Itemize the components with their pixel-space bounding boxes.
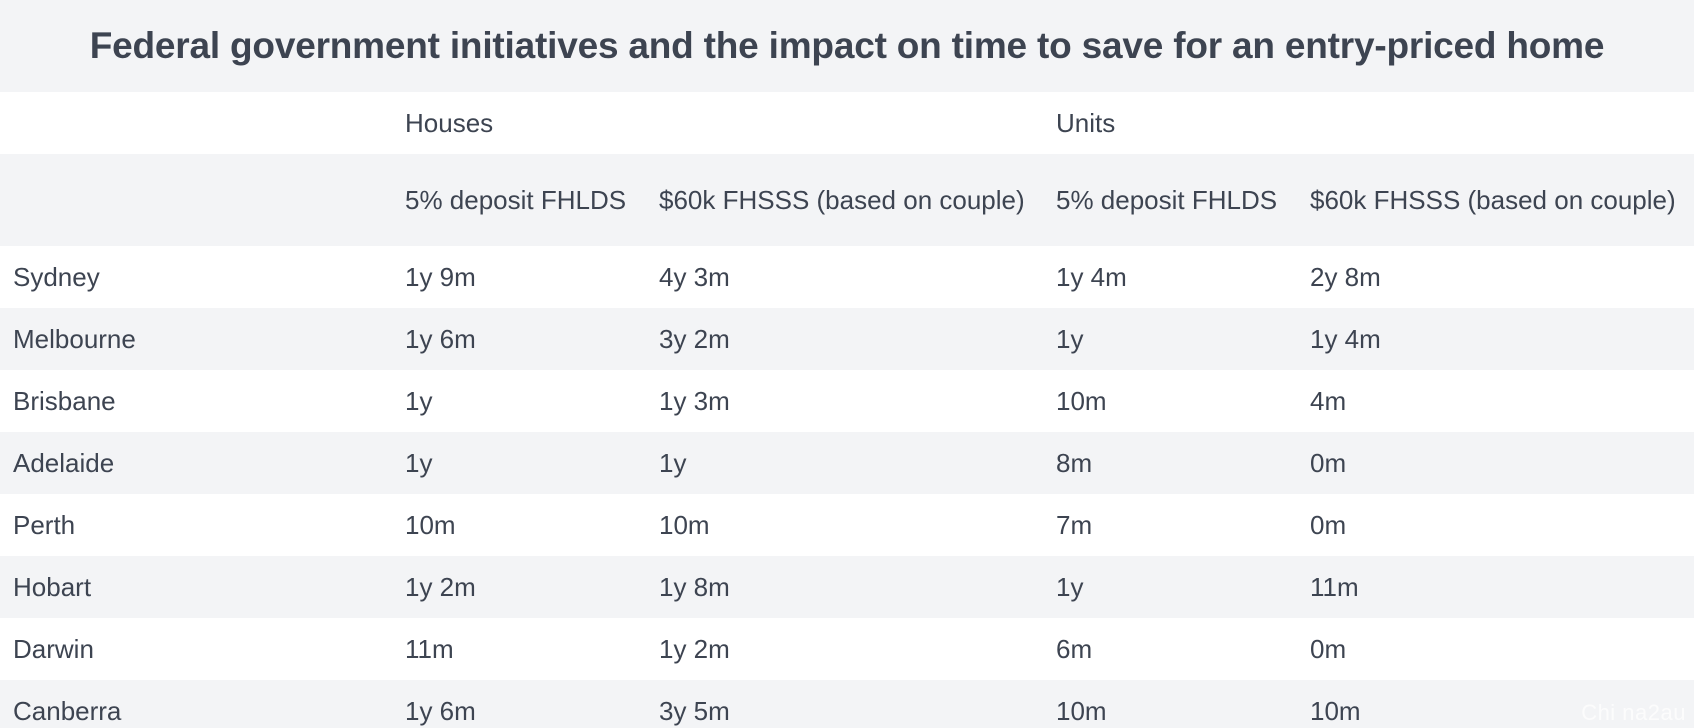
cell-units-fhlds: 8m <box>1056 448 1093 478</box>
cell-houses-fhsss: 3y 5m <box>659 696 730 726</box>
table-row: Melbourne 1y 6m 3y 2m 1y 1y 4m <box>0 308 1694 370</box>
cell-city: Sydney <box>13 262 100 292</box>
cell-houses-fhlds: 1y 2m <box>405 572 476 602</box>
cell-units-fhsss: 0m <box>1310 634 1347 664</box>
cell-units-fhsss: 2y 8m <box>1310 262 1381 292</box>
table-row: Darwin 11m 1y 2m 6m 0m <box>0 618 1694 680</box>
cell-city: Perth <box>13 510 76 540</box>
cell-units-fhsss: 1y 4m <box>1310 324 1381 354</box>
cell-houses-fhsss: 1y <box>659 448 687 478</box>
cell-units-fhsss: 4m <box>1310 386 1347 416</box>
cell-houses-fhsss: 1y 3m <box>659 386 730 416</box>
cell-units-fhlds: 1y <box>1056 324 1084 354</box>
cell-houses-fhlds: 1y 6m <box>405 696 476 726</box>
cell-units-fhlds: 1y 4m <box>1056 262 1127 292</box>
column-header-houses-fhlds: 5% deposit FHLDS <box>405 184 627 215</box>
cell-houses-fhlds: 1y <box>405 448 433 478</box>
cell-city: Canberra <box>13 696 122 726</box>
column-header-units-fhsss: $60k FHSSS (based on couple) <box>1310 184 1676 215</box>
cell-city: Darwin <box>13 634 94 664</box>
cell-houses-fhlds: 1y 9m <box>405 262 476 292</box>
cell-houses-fhlds: 1y 6m <box>405 324 476 354</box>
table-title: Federal government initiatives and the i… <box>89 25 1605 66</box>
table-row: Sydney 1y 9m 4y 3m 1y 4m 2y 8m <box>0 246 1694 308</box>
cell-units-fhlds: 10m <box>1056 386 1107 416</box>
table-rows: Sydney 1y 9m 4y 3m 1y 4m 2y 8m Melbourne 1y 6m… <box>0 246 1694 728</box>
cell-units-fhlds: 1y <box>1056 572 1084 602</box>
cell-units-fhsss: 0m <box>1310 448 1347 478</box>
cell-city: Melbourne <box>13 324 136 354</box>
initiatives-table: Houses Units 5% deposit FHLDS $60k FHSSS… <box>0 92 1694 728</box>
cell-houses-fhsss: 3y 2m <box>659 324 730 354</box>
cell-units-fhsss: 11m <box>1310 572 1359 602</box>
table-row: Adelaide 1y 1y 8m 0m <box>0 432 1694 494</box>
table-row: Brisbane 1y 1y 3m 10m 4m <box>0 370 1694 432</box>
group-header-houses: Houses <box>405 108 494 138</box>
watermark: Chi na2au <box>1581 700 1686 725</box>
cell-houses-fhlds: 1y <box>405 386 433 416</box>
column-header-units-fhlds: 5% deposit FHLDS <box>1056 184 1278 215</box>
column-header-houses-fhsss: $60k FHSSS (based on couple) <box>659 184 1025 215</box>
table-body: Houses Units 5% deposit FHLDS $60k FHSSS… <box>0 92 1694 246</box>
cell-units-fhlds: 10m <box>1056 696 1107 726</box>
group-header-empty <box>0 92 392 154</box>
column-header-empty <box>0 154 392 246</box>
column-header-row: 5% deposit FHLDS $60k FHSSS (based on co… <box>0 154 1694 246</box>
cell-houses-fhsss: 1y 8m <box>659 572 730 602</box>
table-row: Canberra 1y 6m 3y 5m 10m 10m <box>0 680 1694 728</box>
title-bar: Federal government initiatives and the i… <box>0 0 1694 92</box>
table-row: Hobart 1y 2m 1y 8m 1y 11m <box>0 556 1694 618</box>
cell-units-fhsss: 10m <box>1310 696 1361 726</box>
group-header-row: Houses Units <box>0 92 1694 154</box>
cell-units-fhsss: 0m <box>1310 510 1347 540</box>
cell-houses-fhlds: 10m <box>405 510 456 540</box>
cell-city: Adelaide <box>13 448 115 478</box>
table-row: Perth 10m 10m 7m 0m <box>0 494 1694 556</box>
cell-city: Brisbane <box>13 386 116 416</box>
cell-city: Hobart <box>13 572 92 602</box>
cell-houses-fhsss: 1y 2m <box>659 634 730 664</box>
cell-houses-fhsss: 4y 3m <box>659 262 730 292</box>
cell-houses-fhlds: 11m <box>405 634 454 664</box>
cell-units-fhlds: 6m <box>1056 634 1093 664</box>
cell-units-fhlds: 7m <box>1056 510 1093 540</box>
cell-houses-fhsss: 10m <box>659 510 710 540</box>
group-header-units: Units <box>1056 108 1116 138</box>
